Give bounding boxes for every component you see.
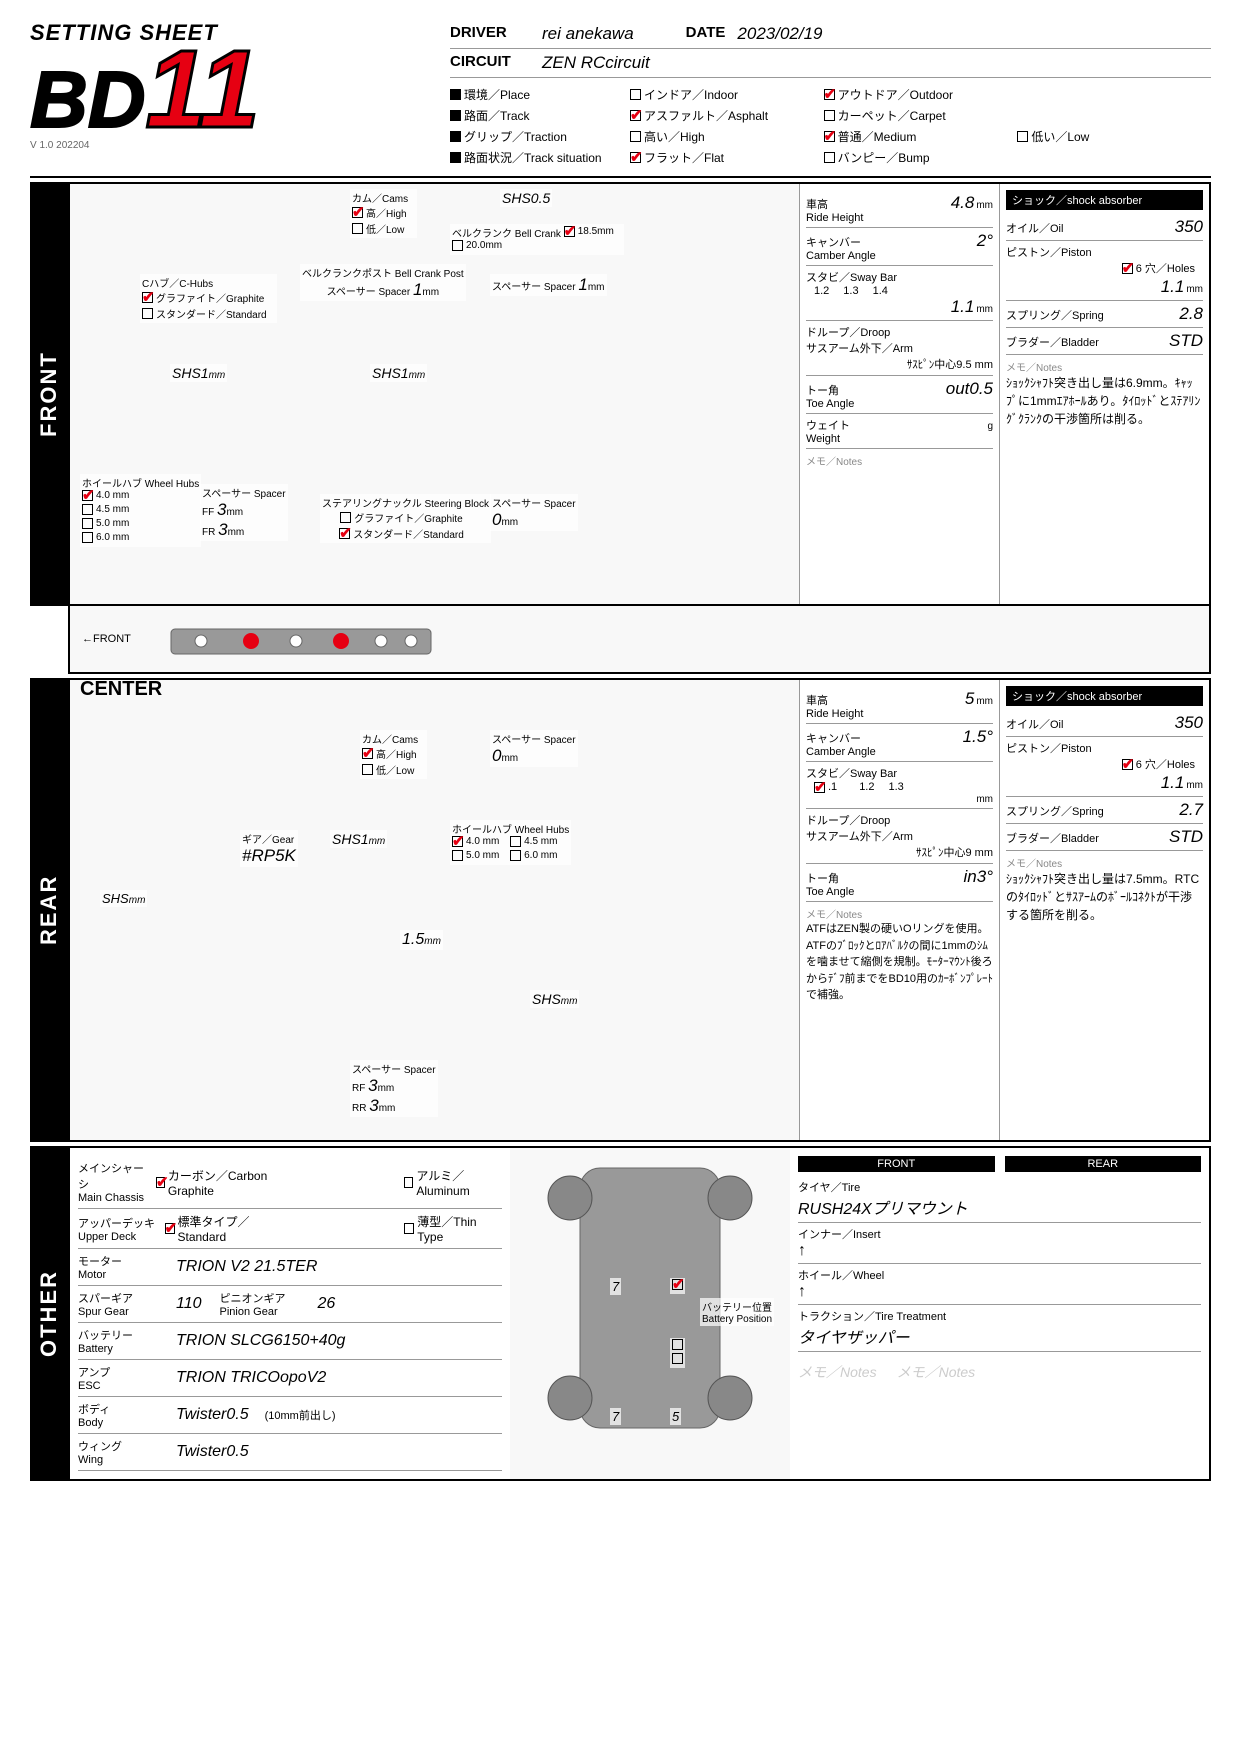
rear-diagram: CENTER カム／Cams高／High低／Low スペーサー Spacer0m… <box>70 680 799 1140</box>
other-section: OTHER メインシャーシ Main Chassisカーボン／Carbon Gr… <box>30 1146 1211 1481</box>
environment-checks: 環境／Place インドア／Indoor アウトドア／Outdoor 路面／Tr… <box>450 84 1211 168</box>
model-logo: BD11 <box>30 46 430 134</box>
center-section: ←FRONT <box>68 606 1211 674</box>
driver-label: DRIVER <box>450 24 530 44</box>
front-tab: FRONT <box>30 182 68 606</box>
header: SETTING SHEET BD11 V 1.0 202204 DRIVER r… <box>30 20 1211 178</box>
rear-shock: ショック／shock absorber オイル／Oil350 ピストン／Pist… <box>999 680 1209 1140</box>
other-tab: OTHER <box>30 1146 68 1481</box>
front-section: FRONT カム／Cams高／High低／Low SHS0.5 ベルクランク B… <box>30 182 1211 606</box>
front-shock: ショック／shock absorber オイル／Oil350 ピストン／Pist… <box>999 184 1209 604</box>
rear-section: REAR CENTER カム／Cams高／High低／Low スペーサー Spa… <box>30 678 1211 1142</box>
circuit-label: CIRCUIT <box>450 53 530 73</box>
front-diagram: カム／Cams高／High低／Low SHS0.5 ベルクランク Bell Cr… <box>70 184 799 604</box>
driver-value: rei anekawa <box>542 24 634 44</box>
medium-check[interactable] <box>824 131 835 142</box>
rear-settings: 車高 Ride Height5mm キャンバー Camber Angle1.5°… <box>799 680 999 1140</box>
flat-check[interactable] <box>630 152 641 163</box>
date-label: DATE <box>686 24 726 44</box>
front-settings: 車高 Ride Height4.8mm キャンバー Camber Angle2°… <box>799 184 999 604</box>
chassis-diagram: 7 バッテリー位置 Battery Position 7 5 <box>510 1148 790 1479</box>
circuit-value: ZEN RCcircuit <box>542 53 650 73</box>
asphalt-check[interactable] <box>630 110 641 121</box>
rear-tab: REAR <box>30 678 68 1142</box>
date-value: 2023/02/19 <box>737 24 822 44</box>
outdoor-check[interactable] <box>824 89 835 100</box>
